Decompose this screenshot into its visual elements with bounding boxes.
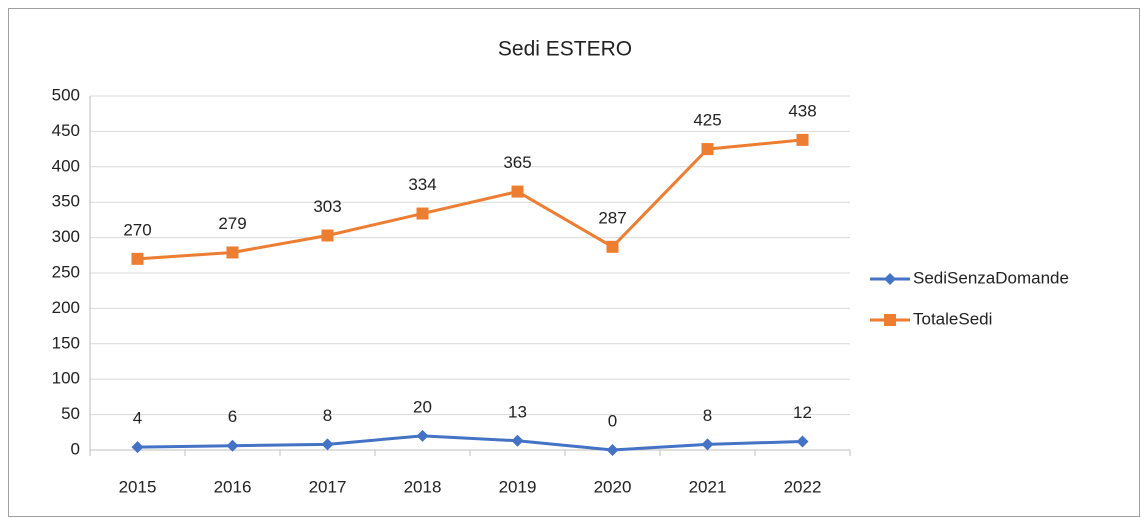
chart-title: Sedi ESTERO	[498, 38, 632, 61]
y-tick-label: 0	[71, 439, 80, 458]
x-tick-label: 2016	[214, 477, 252, 496]
data-label: 287	[598, 208, 626, 227]
point-marker	[321, 229, 334, 242]
y-tick-label: 150	[52, 333, 80, 352]
legend-label: SediSenzaDomande	[913, 268, 1069, 287]
legend-label: TotaleSedi	[913, 309, 992, 328]
y-tick-label: 300	[52, 227, 80, 246]
x-tick-label: 2017	[309, 477, 347, 496]
point-marker	[416, 429, 429, 442]
y-tick-label: 50	[61, 404, 80, 423]
point-marker	[226, 439, 239, 452]
x-tick-label: 2020	[594, 477, 632, 496]
point-marker	[606, 444, 619, 456]
y-tick-label: 400	[52, 156, 80, 175]
data-label: 365	[503, 153, 531, 172]
point-marker	[796, 435, 809, 448]
x-tick-label: 2021	[689, 477, 727, 496]
data-label: 334	[408, 175, 436, 194]
series-line	[137, 434, 803, 452]
point-marker	[321, 438, 334, 451]
point-marker	[511, 185, 524, 198]
data-label: 12	[793, 403, 812, 422]
point-marker	[701, 143, 714, 156]
y-tick-label: 200	[52, 298, 80, 317]
y-tick-label: 500	[52, 85, 80, 104]
point-marker	[131, 252, 144, 265]
legend-marker	[884, 273, 896, 285]
x-tick-label: 2019	[499, 477, 537, 496]
point-marker	[511, 434, 524, 447]
point-marker	[131, 441, 144, 454]
point-marker	[796, 133, 809, 146]
point-marker	[701, 438, 714, 451]
x-tick-label: 2018	[404, 477, 442, 496]
data-label: 279	[218, 214, 246, 233]
point-marker	[416, 207, 429, 220]
y-tick-label: 100	[52, 369, 80, 388]
data-label: 4	[133, 409, 142, 428]
y-tick-label: 350	[52, 192, 80, 211]
y-tick-label: 450	[52, 121, 80, 140]
data-label: 20	[413, 397, 432, 416]
chart-border	[8, 8, 1140, 517]
x-tick-label: 2015	[119, 477, 157, 496]
point-marker	[606, 240, 619, 253]
point-marker	[226, 246, 239, 259]
data-label: 0	[608, 411, 617, 430]
y-tick-label: 250	[52, 262, 80, 281]
series-line	[137, 138, 803, 261]
data-label: 8	[323, 406, 332, 425]
x-tick-label: 2022	[784, 477, 822, 496]
data-label: 6	[228, 407, 237, 426]
data-label: 270	[123, 220, 151, 239]
data-label: 303	[313, 197, 341, 216]
data-label: 8	[703, 406, 712, 425]
data-label: 425	[693, 111, 721, 130]
data-label: 438	[788, 101, 816, 120]
data-label: 13	[508, 402, 527, 421]
legend-marker	[884, 314, 896, 326]
